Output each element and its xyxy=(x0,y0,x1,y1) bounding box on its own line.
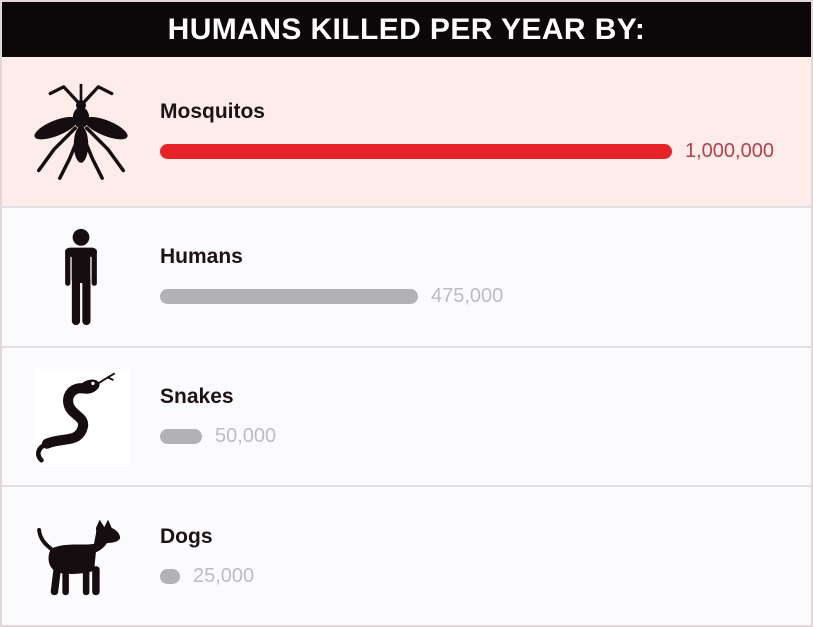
dog-icon xyxy=(34,515,128,597)
row-content: Dogs 25,000 xyxy=(160,525,811,588)
human-icon-cell xyxy=(2,228,160,326)
dog-icon-cell xyxy=(2,515,160,597)
row-content: Humans 475,000 xyxy=(160,245,811,308)
header-bar: HUMANS KILLED PER YEAR BY: xyxy=(2,2,811,57)
bar-humans xyxy=(160,289,418,305)
bar-line: 50,000 xyxy=(160,425,787,448)
category-label-mosquitos: Mosquitos xyxy=(160,100,265,123)
human-icon xyxy=(59,228,103,326)
mosquito-icon xyxy=(31,81,131,183)
snake-icon xyxy=(33,368,129,465)
row-humans: Humans 475,000 xyxy=(2,206,811,346)
value-label-humans: 475,000 xyxy=(431,285,504,308)
bar-line: 475,000 xyxy=(160,285,787,308)
snake-icon-cell xyxy=(2,368,160,465)
value-label-snakes: 50,000 xyxy=(215,425,277,447)
bar-line: 25,000 xyxy=(160,565,787,588)
row-dogs: Dogs 25,000 xyxy=(2,485,811,625)
bar-mosquitos xyxy=(160,144,672,159)
chart-rows: Mosquitos 1,000,000 xyxy=(2,57,811,625)
row-snakes: Snakes 50,000 xyxy=(2,345,811,486)
page-title: HUMANS KILLED PER YEAR BY: xyxy=(167,12,646,46)
row-mosquitos: Mosquitos 1,000,000 xyxy=(2,57,811,206)
category-label-humans: Humans xyxy=(160,245,243,269)
bar-line: 1,000,000 xyxy=(160,140,787,163)
row-content: Snakes 50,000 xyxy=(160,385,811,448)
mosquito-icon-cell xyxy=(2,81,160,183)
category-label-snakes: Snakes xyxy=(160,385,234,408)
value-label-dogs: 25,000 xyxy=(193,564,255,587)
category-label-dogs: Dogs xyxy=(160,524,213,548)
value-label-mosquitos: 1,000,000 xyxy=(685,140,774,162)
row-content: Mosquitos 1,000,000 xyxy=(160,100,811,163)
bar-snakes xyxy=(160,429,202,444)
bar-dogs xyxy=(160,568,180,584)
